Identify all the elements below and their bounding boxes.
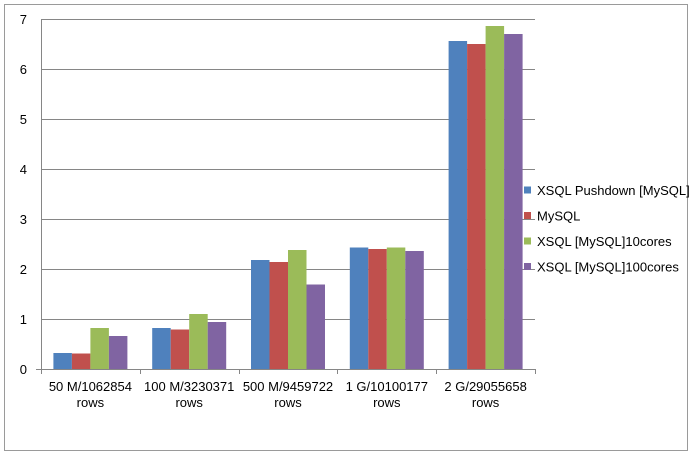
x-tick-label-line: rows <box>274 395 302 410</box>
legend-label: XSQL [MySQL]100cores <box>537 260 679 275</box>
axes <box>36 19 536 374</box>
x-tick-label-line: rows <box>472 395 500 410</box>
x-tick-label-line: rows <box>77 395 105 410</box>
bar <box>349 247 369 369</box>
x-tick-label: 50 M/1062854 rows <box>49 379 132 410</box>
y-tick-label: 3 <box>20 212 27 227</box>
legend-label: MySQL <box>537 209 580 224</box>
y-tick-label: 6 <box>20 62 27 77</box>
y-tick-label: 7 <box>20 12 27 27</box>
bar <box>386 247 406 369</box>
bar <box>467 44 486 369</box>
x-tick-label-line: 1 G/10100177 <box>346 379 428 394</box>
x-tick-label-line: rows <box>175 395 203 410</box>
bar <box>485 26 505 369</box>
bar <box>269 262 288 369</box>
x-tick-label: 1 G/10100177 rows <box>346 379 428 410</box>
legend-swatch <box>524 237 531 245</box>
legend-swatch <box>524 186 531 194</box>
x-tick-label: 2 G/29055658 rows <box>444 379 526 410</box>
x-tick-label-line: 100 M/3230371 <box>144 379 234 394</box>
chart-frame <box>4 4 688 451</box>
y-tick-labels: 0 1 2 3 4 5 6 7 <box>20 12 27 377</box>
y-tick-label: 0 <box>20 362 27 377</box>
x-tick-label-line: 50 M/1062854 <box>49 379 132 394</box>
x-tick-label-line: rows <box>373 395 401 410</box>
y-tick-label: 1 <box>20 312 27 327</box>
bar <box>108 336 128 369</box>
bar <box>53 353 72 369</box>
bar <box>152 328 171 369</box>
y-tick-label: 4 <box>20 162 27 177</box>
bar <box>207 322 227 369</box>
legend-label: XSQL [MySQL]10cores <box>537 234 672 249</box>
y-tick-label: 2 <box>20 262 27 277</box>
bar <box>71 353 91 369</box>
x-tick-label-line: 2 G/29055658 <box>444 379 526 394</box>
bar <box>189 314 208 369</box>
legend-swatch <box>524 212 531 219</box>
bar <box>405 251 424 369</box>
legend-label: XSQL Pushdown [MySQL] <box>537 183 690 198</box>
x-tick-label: 100 M/3230371 rows <box>144 379 234 410</box>
bar <box>368 249 387 369</box>
bar <box>251 260 270 369</box>
legend-swatch <box>524 263 531 270</box>
bar <box>90 328 109 369</box>
bars <box>53 26 523 369</box>
legend: XSQL Pushdown [MySQL] MySQL XSQL [MySQL]10… <box>524 183 690 275</box>
bar <box>504 34 523 369</box>
x-tick-label-line: 500 M/9459722 <box>243 379 333 394</box>
bar <box>306 284 325 369</box>
bar <box>288 250 307 369</box>
y-tick-label: 5 <box>20 112 27 127</box>
bar <box>170 329 190 369</box>
x-tick-label: 500 M/9459722 rows <box>243 379 333 410</box>
bar <box>448 41 468 369</box>
